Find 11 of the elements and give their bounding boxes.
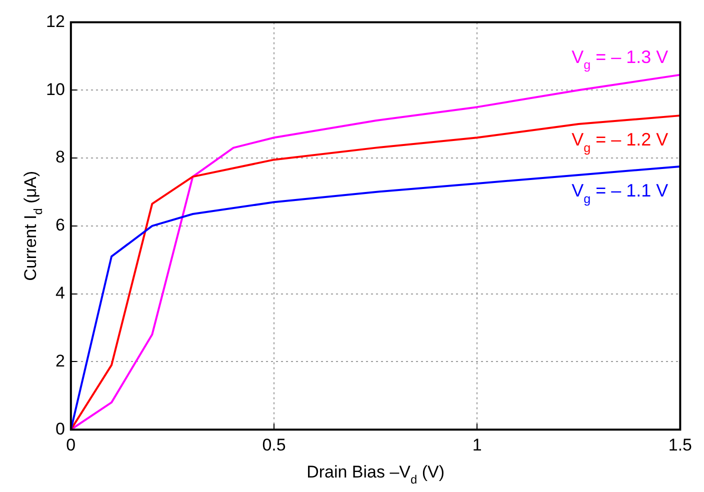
x-tick-label: 1 bbox=[472, 435, 482, 454]
y-tick-label: 4 bbox=[55, 283, 65, 302]
y-tick-label: 0 bbox=[55, 419, 65, 438]
y-tick-label: 6 bbox=[55, 216, 65, 235]
x-tick-label: 0.5 bbox=[262, 435, 286, 454]
y-tick-label: 2 bbox=[55, 351, 65, 370]
y-tick-label: 12 bbox=[46, 12, 65, 31]
y-axis-title: Current Id (μA) bbox=[21, 170, 45, 281]
x-tick-label: 1.5 bbox=[668, 435, 692, 454]
y-tick-label: 8 bbox=[55, 148, 65, 167]
y-tick-label: 10 bbox=[46, 80, 65, 99]
